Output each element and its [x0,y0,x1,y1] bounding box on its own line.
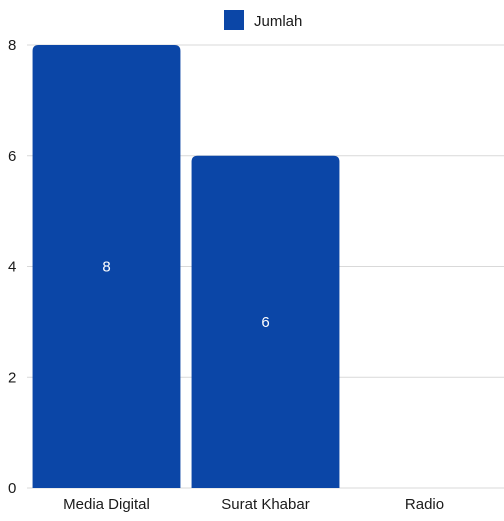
legend-swatch [224,10,244,30]
y-tick-label: 2 [8,369,16,386]
legend-label: Jumlah [254,13,302,30]
x-axis: Media Digital Surat Khabar Radio [63,496,444,513]
legend: Jumlah [224,10,302,30]
bar-data-label: 6 [261,314,269,331]
y-tick-label: 4 [8,259,16,276]
x-tick-label: Surat Khabar [221,496,309,513]
bars [32,45,340,488]
x-tick-label: Media Digital [63,496,150,513]
data-labels: 86 [102,259,269,331]
bar-media-digital[interactable] [32,45,181,488]
x-tick-label: Radio [405,496,444,513]
bar-surat-khabar[interactable] [191,155,340,488]
bar-data-label: 8 [102,259,110,276]
y-axis: 0 2 4 6 8 [8,37,16,497]
y-tick-label: 6 [8,148,16,165]
y-tick-label: 8 [8,37,16,54]
y-tick-label: 0 [8,480,16,497]
